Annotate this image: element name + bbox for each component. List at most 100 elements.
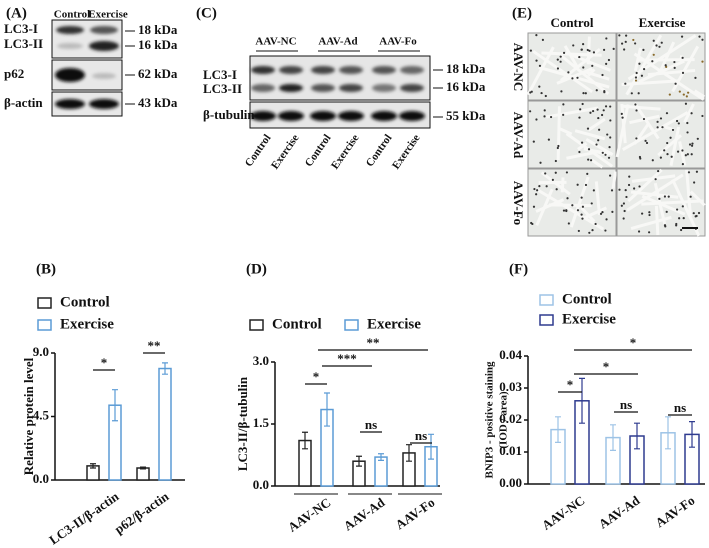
error-bar [610, 424, 616, 451]
nucleus [592, 189, 595, 192]
nucleus [590, 202, 593, 205]
nucleus [695, 170, 699, 173]
nucleus [581, 102, 584, 106]
error-bar [579, 377, 585, 424]
nucleus [690, 153, 693, 156]
nucleus [693, 181, 696, 184]
nucleus [659, 156, 662, 159]
nucleus [579, 108, 582, 111]
nucleus [536, 189, 539, 192]
nucleus [654, 178, 657, 181]
nucleus [638, 185, 641, 188]
nucleus [594, 222, 597, 226]
column-label: Control [54, 9, 90, 21]
fiber-edge [611, 171, 618, 189]
nucleus [535, 193, 538, 196]
nucleus [675, 224, 678, 227]
panel-a: (A) Control Exercise LC3-I LC3-II p62 β-… [4, 5, 178, 117]
nucleus [686, 121, 689, 125]
nucleus [667, 195, 670, 198]
nucleus [609, 119, 612, 122]
nucleus [652, 39, 655, 42]
band [399, 111, 425, 121]
y-tick-label: 0.00 [499, 475, 522, 490]
column-label: Exercise [390, 132, 423, 171]
nucleus [625, 34, 628, 37]
band [279, 84, 303, 92]
nucleus [578, 55, 581, 59]
nucleus [663, 149, 666, 152]
fiber-edge [535, 188, 554, 226]
nucleus [605, 218, 608, 221]
nucleus [643, 68, 646, 71]
nucleus [640, 74, 644, 77]
nucleus [612, 47, 615, 50]
fiber-edge [587, 117, 606, 132]
fiber-edge [641, 194, 686, 216]
band [251, 84, 275, 92]
bands [250, 66, 425, 121]
error-bar [555, 416, 561, 443]
nucleus [681, 56, 684, 59]
nucleus [533, 187, 536, 191]
error-bar [90, 463, 96, 469]
nucleus [671, 128, 675, 132]
nucleus [592, 51, 596, 54]
band [400, 84, 424, 92]
nucleus [658, 197, 661, 200]
significance-label: ns [415, 428, 427, 443]
error-bar [406, 444, 412, 462]
panel-label: (B) [36, 261, 56, 277]
nucleus [655, 44, 658, 47]
significance-label: * [313, 369, 320, 384]
nucleus [556, 146, 559, 150]
marker-label: 18 kDa [138, 22, 178, 37]
nucleus [687, 171, 691, 174]
nucleus [637, 92, 640, 95]
row-label: β-actin [4, 95, 43, 110]
nucleus [605, 62, 608, 65]
fiber-edge [653, 182, 667, 225]
band [400, 66, 424, 74]
band [338, 111, 364, 121]
panel-label: (C) [196, 5, 217, 21]
nucleus [666, 141, 669, 145]
nucleus [591, 109, 595, 113]
nucleus [664, 64, 667, 67]
nucleus [634, 79, 638, 82]
legend-label: Exercise [60, 316, 114, 332]
row-label: β-tubulin [203, 107, 255, 122]
row-label: AAV-NC [511, 43, 526, 92]
nucleus [578, 150, 581, 154]
bar [158, 367, 172, 481]
nucleus [634, 103, 637, 106]
band [339, 66, 363, 74]
nucleus [661, 126, 664, 129]
legend-label: Exercise [562, 311, 616, 327]
y-tick-label: 0.04 [499, 347, 522, 362]
error-bar [665, 416, 671, 450]
fiber-edge [633, 123, 650, 145]
nucleus [623, 48, 626, 51]
nucleus [544, 172, 547, 175]
nucleus [607, 58, 611, 62]
nucleus [651, 60, 654, 63]
fiber-edge [669, 126, 681, 166]
row-label: LC3-II [203, 81, 242, 96]
nucleus [538, 185, 541, 188]
nucleus [559, 60, 562, 63]
nucleus [701, 114, 704, 118]
fiber-edge [591, 159, 604, 169]
nucleus [529, 110, 532, 113]
column-label: Exercise [639, 15, 686, 30]
nucleus [663, 195, 667, 198]
nucleus [691, 142, 694, 145]
band [311, 84, 335, 92]
nucleus [586, 172, 589, 175]
nucleus [582, 66, 585, 69]
significance-label: * [603, 359, 610, 374]
legend-swatch [249, 319, 264, 331]
nucleus [657, 169, 660, 173]
nucleus [637, 230, 641, 233]
nucleus [551, 178, 554, 181]
